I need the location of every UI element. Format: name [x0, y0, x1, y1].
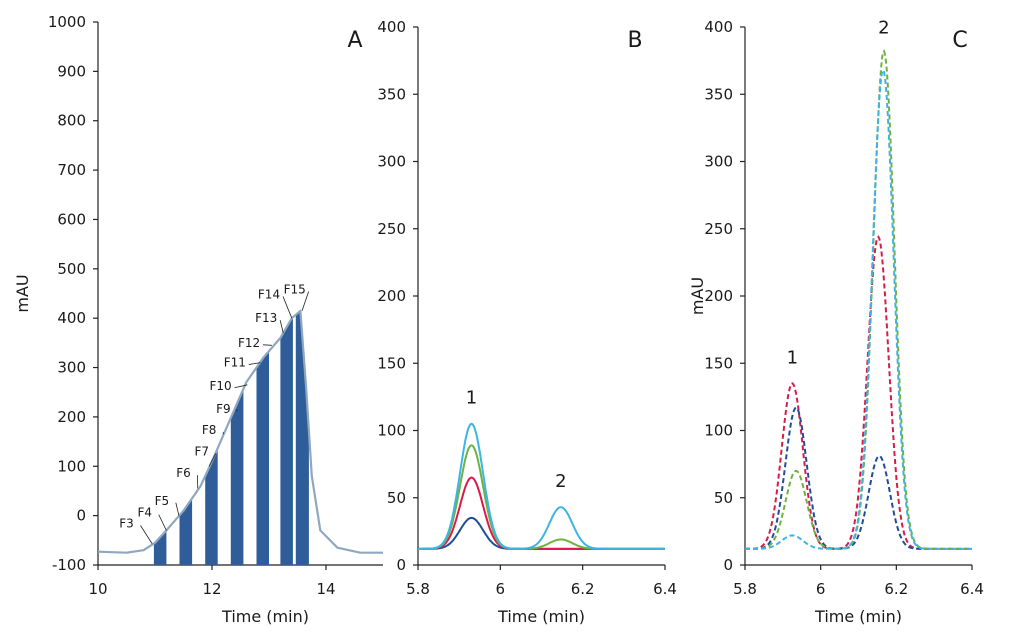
y-tick-label: 200: [377, 287, 406, 305]
x-axis-label: Time (min): [497, 607, 585, 626]
fraction-label: F12: [238, 336, 260, 350]
fraction-label: F15: [284, 283, 306, 297]
x-tick-label: 6.4: [960, 580, 984, 598]
panel-b: 0 50 100 150 200 250 300 350 400 5.8 6 6.2 6.4 Time (…: [377, 18, 677, 626]
y-tick-label: 400: [57, 309, 86, 327]
y-axis-label: mAU: [688, 277, 707, 315]
x-tick-label: 14: [316, 580, 335, 598]
y-tick-label: 100: [704, 422, 733, 440]
y-tick-label: 300: [377, 153, 406, 171]
fraction-label: F11: [224, 356, 246, 370]
fraction-leader-line: [248, 362, 261, 365]
fraction-leader-line: [208, 453, 217, 467]
y-tick-label: 200: [704, 287, 733, 305]
fraction-leader-line: [140, 525, 153, 544]
panel-letter: A: [347, 28, 362, 53]
fraction-label: F6: [176, 466, 191, 480]
y-tick-label: 400: [704, 18, 733, 36]
x-tick-label: 6.2: [571, 580, 595, 598]
fraction-label: F14: [258, 287, 280, 301]
fraction-leader-line: [175, 502, 180, 516]
peak-number-label: 1: [787, 347, 798, 368]
y-tick-label: 400: [377, 18, 406, 36]
y-tick-label: 200: [57, 408, 86, 426]
fraction-bar: [280, 317, 293, 565]
y-tick-label: 100: [377, 422, 406, 440]
y-tick-label: 100: [57, 457, 86, 475]
series-line: [745, 67, 972, 550]
fraction-leader-line: [263, 344, 272, 346]
y-tick-label: 150: [377, 354, 406, 372]
x-tick-label: 6: [496, 580, 506, 598]
x-tick-label: 6.2: [884, 580, 908, 598]
fraction-label: F4: [137, 506, 152, 520]
fraction-leader-line: [301, 291, 310, 311]
panel-c: 0 50 100 150 200 250 300 350 400 5.8 6 6.2 6.4 Time (…: [688, 18, 984, 626]
fraction-label: F5: [155, 494, 170, 508]
y-tick-label: 350: [704, 85, 733, 103]
fraction-leader-line: [279, 320, 284, 334]
fraction-label: F7: [194, 444, 209, 458]
y-tick-label: 250: [377, 220, 406, 238]
peak-number-label: 2: [878, 18, 889, 39]
y-tick-label: 800: [57, 112, 86, 130]
series-line: [97, 309, 383, 554]
y-tick-label: 0: [396, 556, 406, 574]
y-tick-label: 500: [57, 260, 86, 278]
panel-letter: C: [952, 28, 967, 53]
y-tick-label: 700: [57, 161, 86, 179]
x-tick-label: 6: [816, 580, 826, 598]
fraction-bar: [230, 388, 244, 565]
y-tick-label: 250: [704, 220, 733, 238]
fraction-leader-line: [282, 296, 293, 319]
fraction-bar: [295, 310, 309, 565]
x-axis-label: Time (min): [221, 607, 309, 626]
x-tick-label: 5.8: [406, 580, 430, 598]
fraction-bar: [153, 530, 167, 565]
x-tick-label: 10: [88, 580, 107, 598]
y-tick-label: 50: [714, 489, 733, 507]
y-tick-label: 900: [57, 62, 86, 80]
series-line: [418, 422, 665, 550]
y-tick-label: 300: [704, 153, 733, 171]
x-tick-label: 6.4: [653, 580, 677, 598]
x-tick-label: 5.8: [733, 580, 757, 598]
y-tick-label: 50: [387, 489, 406, 507]
fraction-label: F3: [119, 516, 134, 530]
fraction-bar: [205, 448, 218, 565]
fraction-bar: [179, 498, 193, 565]
panel-a: -100 0 100 200 300 400 500 600 700 800 900 1000 10 12…: [13, 13, 383, 626]
y-axis-label: mAU: [13, 274, 32, 312]
y-tick-label: -100: [52, 556, 86, 574]
fraction-leader-line: [158, 514, 167, 531]
fraction-label: F8: [202, 423, 217, 437]
fraction-leader-line: [234, 384, 248, 389]
fraction-leader-line: [235, 409, 238, 412]
series-line: [418, 444, 665, 550]
y-tick-label: 600: [57, 210, 86, 228]
y-tick-label: 150: [704, 354, 733, 372]
y-tick-label: 0: [723, 556, 733, 574]
fraction-label: F9: [216, 402, 231, 416]
peak-number-label: 1: [466, 388, 477, 409]
fraction-bar: [256, 351, 269, 565]
series-line: [744, 235, 972, 550]
panel-letter: B: [627, 28, 642, 53]
y-tick-label: 0: [76, 507, 86, 525]
x-tick-label: 12: [202, 580, 221, 598]
x-axis-label: Time (min): [814, 607, 902, 626]
peak-number-label: 2: [555, 471, 566, 492]
y-tick-label: 300: [57, 359, 86, 377]
y-tick-label: 350: [377, 85, 406, 103]
y-tick-label: 1000: [48, 13, 86, 31]
fraction-label: F13: [255, 311, 277, 325]
fraction-label: F10: [209, 379, 231, 393]
